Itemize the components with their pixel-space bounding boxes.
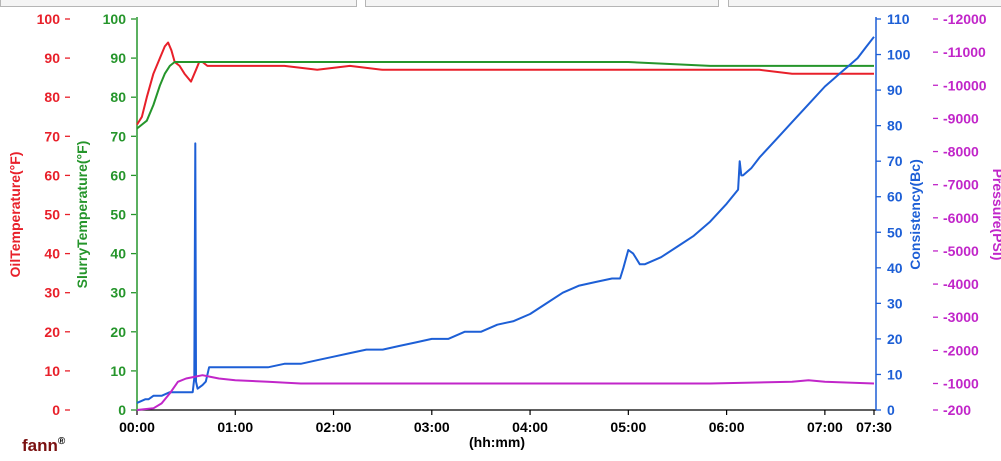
slurry-series-line (136, 61, 874, 130)
oil-tick-label: 10 (44, 363, 60, 379)
oil-tick-label: 80 (44, 89, 60, 105)
pressure-tick-label: -6000 (943, 210, 979, 226)
series-lines (136, 36, 875, 411)
slurry-tick-label: 100 (103, 11, 127, 27)
consistency-axis-title: Consistency(Bc) (907, 159, 923, 269)
consistency-series-line (136, 36, 875, 404)
x-axis: 00:00 01:00 02:00 03:00 04:00 05:00 06:00 07:00… (119, 410, 892, 435)
window-tab-right[interactable] (728, 0, 1001, 7)
consistency-tick-label: 50 (887, 224, 903, 240)
axes: 0102030405060708090100OilTemperature(°F)… (7, 11, 1001, 435)
slurry-axis-title: SlurryTemperature(°F) (74, 141, 90, 289)
consistency-tick-label: 70 (887, 153, 903, 169)
x-tick-label: 00:00 (119, 419, 155, 435)
oil-tick-label: 20 (44, 324, 60, 340)
pressure-tick-label: -11000 (943, 44, 986, 60)
brand-logo: fann® (22, 436, 66, 455)
consistency-tick-label: 110 (887, 11, 910, 27)
slurry-tick-label: 10 (110, 363, 126, 379)
x-tick-label: 07:30 (856, 419, 892, 435)
slurry-tick-label: 80 (110, 89, 126, 105)
pressure-tick-label: -9000 (943, 110, 979, 126)
slurry-tick-label: 90 (110, 50, 126, 66)
slurry-tick-label: 30 (110, 285, 126, 301)
slurry-tick-label: 60 (110, 167, 126, 183)
window-tab-left[interactable] (0, 0, 357, 7)
pressure-tick-label: -200 (943, 402, 971, 418)
consistency-tick-label: 0 (887, 402, 895, 418)
pressure-tick-label: -10000 (943, 77, 987, 93)
x-tick-label: 01:00 (217, 419, 253, 435)
consistency-tick-label: 80 (887, 118, 903, 134)
brand-registered-mark: ® (58, 436, 66, 447)
consistency-tick-label: 10 (887, 366, 903, 382)
plot-area (136, 17, 877, 411)
oil-axis-title: OilTemperature(°F) (7, 152, 23, 278)
pressure-tick-label: -1000 (943, 375, 979, 391)
brand-name: fann (22, 436, 58, 455)
pressure-tick-label: -7000 (943, 177, 979, 193)
consistency-tick-label: 20 (887, 331, 903, 347)
slurry-axis: 0 10 20 30 40 50 60 70 80 90 100 SlurryTemperature(… (74, 11, 136, 418)
x-tick-label: 03:00 (414, 419, 450, 435)
x-tick-label: 02:00 (316, 419, 352, 435)
oil-series-line (136, 41, 874, 126)
pressure-tick-label: -4000 (943, 276, 979, 292)
pressure-tick-label: -8000 (943, 144, 979, 160)
oil-tick-label: 100 (37, 11, 61, 27)
oil-tick-label: 40 (44, 246, 60, 262)
slurry-tick-label: 40 (110, 246, 126, 262)
consistency-tick-label: 40 (887, 260, 903, 276)
oil-tick-label: 60 (44, 167, 60, 183)
pressure-tick-label: -12000 (943, 11, 987, 27)
slurry-tick-label: 20 (110, 324, 126, 340)
pressure-tick-label: -2000 (943, 342, 979, 358)
consistency-tick-label: 60 (887, 189, 903, 205)
consistency-axis: 0 10 20 30 40 50 60 70 80 90 100 110 Consistency(Bc) (876, 11, 923, 418)
pressure-tick-label: -5000 (943, 243, 979, 259)
consistency-tick-label: 30 (887, 295, 903, 311)
oil-tick-label: 70 (44, 128, 60, 144)
x-tick-label: 04:00 (512, 419, 548, 435)
x-tick-label: 06:00 (709, 419, 745, 435)
oil-tick-label: 90 (44, 50, 60, 66)
x-tick-label: 05:00 (610, 419, 646, 435)
slurry-tick-label: 50 (110, 207, 126, 223)
pressure-tick-label: -3000 (943, 309, 979, 325)
pressure-axis-title: Pressure(PSI) (990, 169, 1001, 261)
pressure-series-line (136, 374, 875, 411)
x-axis-title: (hh:mm) (469, 434, 525, 450)
consistency-tick-label: 100 (887, 47, 911, 63)
x-tick-label: 07:00 (807, 419, 843, 435)
window-tab-middle[interactable] (365, 0, 719, 7)
oil-tick-label: 30 (44, 285, 60, 301)
slurry-tick-label: 70 (110, 128, 126, 144)
oil-tick-label: 0 (52, 402, 60, 418)
pressure-axis: -200 -1000 -2000 -3000 -4000 -5000 -6000 -7000 -… (933, 11, 1001, 418)
slurry-tick-label: 0 (118, 402, 126, 418)
oil-tick-label: 50 (44, 207, 60, 223)
consistency-tick-label: 90 (887, 82, 903, 98)
oil-axis: 0 10 20 30 40 50 60 70 80 90 100 OilTemperature(°F) (7, 11, 70, 418)
